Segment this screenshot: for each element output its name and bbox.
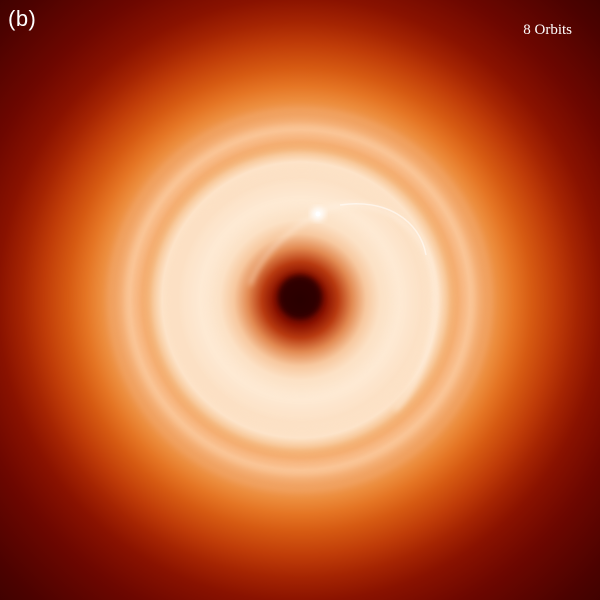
inner-disk-glow — [172, 170, 432, 430]
panel-label: (b) — [8, 6, 37, 31]
ring-gap-outer — [141, 141, 459, 459]
ring-bright-outer — [125, 125, 475, 475]
planet-spot — [311, 207, 325, 221]
spiral-arm — [248, 203, 437, 412]
central-cavity — [278, 275, 322, 319]
orbit-count-label: 8 Orbits — [523, 22, 572, 38]
ring-faint-outer — [108, 108, 492, 492]
